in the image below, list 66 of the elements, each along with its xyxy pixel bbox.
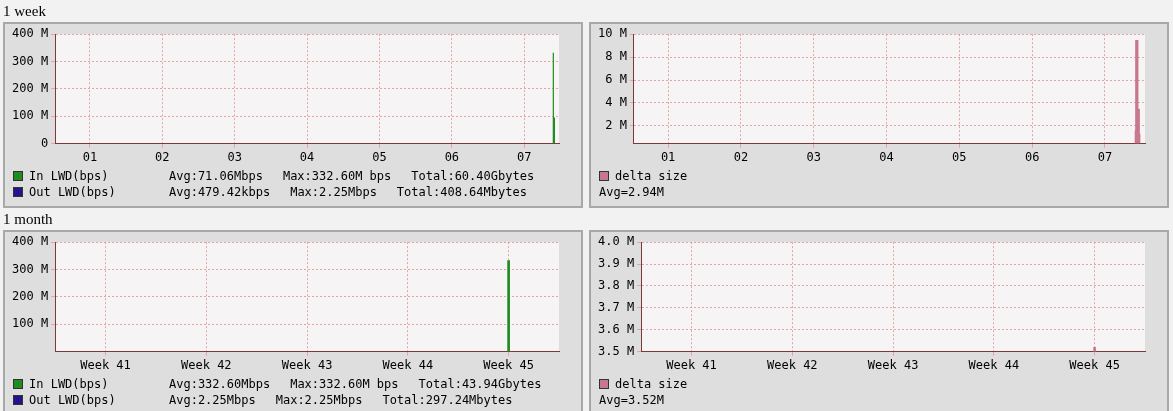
x-tick-label: 07 [1097, 149, 1113, 164]
y-tick-label: 0 [40, 135, 49, 150]
x-tick-label: 04 [879, 149, 894, 164]
x-tick-label: 03 [806, 149, 821, 164]
legend-label: delta size [615, 376, 689, 392]
x-tick-label: 01 [660, 149, 676, 164]
x-tick-label: 05 [952, 149, 967, 164]
x-tick-label: 06 [444, 149, 460, 164]
text: Avg:479.42kbps [169, 184, 271, 200]
text: Avg:71.06Mbps [169, 168, 263, 184]
legend-label: delta size [615, 168, 689, 184]
y-tick-label: 100 M [12, 316, 49, 331]
y-tick-label: 3.7 M [598, 299, 635, 314]
text: Avg:332.60Mbps [169, 376, 271, 392]
legend-label: In LWD(bps) [29, 168, 110, 184]
y-tick-label: 6 M [605, 72, 627, 87]
y-tick-label: 400 M [12, 26, 49, 41]
y-tick-label: 200 M [12, 289, 49, 304]
text: Avg=3.52M [599, 392, 666, 408]
y-tick-label: 200 M [12, 81, 49, 96]
text: Avg=2.94M [599, 184, 666, 200]
x-tick-label: Week 44 [382, 357, 434, 372]
legend-label: Out LWD(bps) [29, 392, 117, 408]
y-tick-label: 4.0 M [598, 234, 635, 249]
y-tick-label: 100 M [12, 108, 49, 123]
text: Max:332.60M bps [282, 168, 392, 184]
y-tick-label: 3.5 M [598, 343, 635, 358]
y-tick-label: 10 M [597, 26, 627, 41]
text: Total:43.94Gbytes [418, 376, 542, 392]
x-tick-label: 04 [299, 149, 315, 164]
x-tick-label: Week 41 [80, 357, 131, 372]
text: Total:297.24Mbytes [382, 392, 513, 408]
x-tick-label: Week 41 [666, 357, 717, 372]
text: Total:408.64Mbytes [396, 184, 527, 200]
y-tick-label: 300 M [12, 261, 49, 276]
x-tick-label: 07 [517, 149, 532, 164]
y-tick-label: 3.8 M [598, 278, 635, 293]
text: Avg:2.25Mbps [169, 392, 256, 408]
x-tick-label: 03 [227, 149, 242, 164]
x-tick-label: Week 45 [1069, 357, 1120, 372]
chart-title: 1 week [3, 2, 47, 21]
x-tick-label: 01 [82, 149, 98, 164]
y-tick-label: 300 M [12, 53, 49, 68]
text: Max:332.60M bps [290, 376, 399, 392]
x-tick-label: Week 42 [767, 357, 818, 372]
y-tick-label: 4 M [605, 95, 627, 110]
x-tick-label: 05 [372, 149, 387, 164]
x-tick-label: Week 44 [968, 357, 1020, 372]
chart-title: 1 month [3, 210, 54, 229]
text: Total:60.40Gbytes [411, 168, 535, 184]
x-tick-label: Week 45 [483, 357, 534, 372]
legend-label: In LWD(bps) [29, 376, 110, 392]
text: Max:2.25Mbps [290, 184, 377, 200]
x-tick-label: 02 [155, 149, 170, 164]
legend-label: Out LWD(bps) [29, 184, 117, 200]
x-tick-label: Week 42 [181, 357, 232, 372]
x-tick-label: 06 [1024, 149, 1040, 164]
text: Max:2.25Mbps [275, 392, 363, 408]
x-tick-label: Week 43 [867, 357, 919, 372]
y-tick-label: 2 M [605, 117, 627, 132]
x-tick-label: Week 43 [281, 357, 333, 372]
y-tick-label: 3.9 M [598, 256, 635, 271]
y-tick-label: 400 M [12, 234, 49, 249]
y-tick-label: 3.6 M [598, 321, 635, 336]
x-tick-label: 02 [733, 149, 749, 164]
y-tick-label: 8 M [605, 49, 627, 64]
